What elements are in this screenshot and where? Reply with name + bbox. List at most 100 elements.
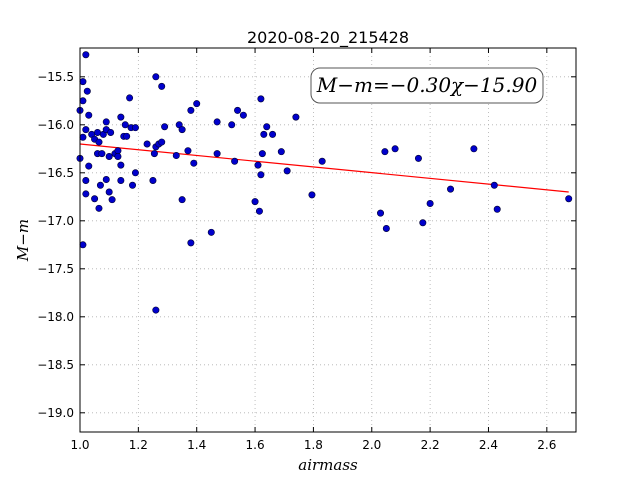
data-point <box>178 126 186 134</box>
x-tick-labels: 1.0 1.2 1.4 1.6 1.8 2.0 2.2 2.4 2.6 <box>70 438 556 452</box>
fit-line-layer <box>79 143 569 193</box>
data-point <box>239 111 247 119</box>
data-point <box>377 209 385 217</box>
data-point <box>254 161 262 169</box>
data-point <box>150 150 158 158</box>
data-point <box>82 126 90 134</box>
x-axis-label: airmass <box>298 456 358 474</box>
data-point <box>82 51 90 59</box>
data-point <box>414 154 422 162</box>
data-point <box>152 73 160 81</box>
data-point <box>381 148 389 156</box>
annotation-lhs: M−m <box>316 73 373 97</box>
data-point <box>114 147 122 155</box>
data-point <box>190 159 198 167</box>
data-point <box>82 176 90 184</box>
x-tick-label: 1.4 <box>187 438 206 452</box>
x-tick-label: 2.6 <box>537 438 556 452</box>
y-tick-label: −17.0 <box>37 214 74 228</box>
data-point <box>251 198 259 206</box>
data-point <box>94 128 102 136</box>
data-point <box>213 150 221 158</box>
data-point <box>391 145 399 153</box>
data-point <box>126 94 134 102</box>
data-point <box>172 152 180 160</box>
x-tick-label: 2.0 <box>362 438 381 452</box>
data-point <box>158 138 166 146</box>
data-point <box>143 140 151 148</box>
data-point <box>108 196 116 204</box>
y-tick-label: −19.0 <box>37 406 74 420</box>
chart-title: 2020-08-20_215428 <box>247 28 409 48</box>
data-point <box>117 176 125 184</box>
data-point <box>234 106 242 114</box>
data-point <box>184 147 192 155</box>
data-point <box>83 87 91 95</box>
data-point <box>260 130 268 138</box>
data-point <box>470 145 478 153</box>
data-point <box>257 95 265 103</box>
data-point <box>318 157 326 165</box>
y-tick-label: −18.5 <box>37 358 74 372</box>
data-point <box>382 224 390 232</box>
data-point <box>129 181 137 189</box>
annotation-box <box>310 67 544 104</box>
fit-annotation: M−m=−0.30χ−15.90 <box>310 67 544 104</box>
data-point <box>91 195 99 203</box>
data-point <box>426 200 434 208</box>
data-point <box>95 138 103 146</box>
data-point <box>187 106 195 114</box>
data-point <box>161 123 169 131</box>
data-point <box>131 169 139 177</box>
data-point <box>85 162 93 170</box>
data-point <box>193 100 201 108</box>
data-point <box>79 97 87 105</box>
x-tick-label: 1.2 <box>129 438 148 452</box>
annotation-rhs: −0.30χ−15.90 <box>390 73 538 97</box>
data-point <box>228 121 236 129</box>
x-tick-label: 1.0 <box>70 438 89 452</box>
data-point <box>98 150 106 158</box>
data-point <box>79 241 87 249</box>
data-point <box>178 196 186 204</box>
y-tick-label: −15.5 <box>37 70 74 84</box>
annotation-text: M−m=−0.30χ−15.90 <box>316 73 538 97</box>
data-point <box>121 121 129 129</box>
y-tick-label: −17.5 <box>37 262 74 276</box>
data-point <box>123 132 131 140</box>
data-point <box>419 219 427 227</box>
scatter-points <box>76 51 573 314</box>
data-point <box>105 188 113 196</box>
data-point <box>187 239 195 247</box>
y-tick-labels: −15.5 −16.0 −16.5 −17.0 −17.5 −18.0 −18.5 −19.0 <box>37 70 74 420</box>
y-tick-label: −18.0 <box>37 310 74 324</box>
y-axis-label: M−m <box>14 219 32 262</box>
data-point <box>79 78 87 86</box>
annotation-eq: = <box>373 73 390 97</box>
data-point <box>283 167 291 175</box>
data-point <box>447 185 455 193</box>
data-point <box>152 306 160 314</box>
y-tick-label: −16.5 <box>37 166 74 180</box>
data-point <box>102 118 110 126</box>
data-point <box>207 228 215 236</box>
data-point <box>263 123 271 131</box>
data-point <box>117 113 125 121</box>
data-point <box>490 181 498 189</box>
data-point <box>85 111 93 119</box>
data-point <box>269 130 277 138</box>
data-point <box>257 171 265 179</box>
x-tick-label: 2.2 <box>421 438 440 452</box>
data-point <box>117 161 125 169</box>
x-tick-label: 1.8 <box>304 438 323 452</box>
data-point <box>114 152 122 160</box>
data-point <box>231 157 239 165</box>
data-point <box>258 150 266 158</box>
data-point <box>565 195 573 203</box>
data-point <box>308 191 316 199</box>
ticks <box>79 48 576 432</box>
data-point <box>96 181 104 189</box>
data-point <box>95 204 103 212</box>
data-point <box>107 128 115 136</box>
